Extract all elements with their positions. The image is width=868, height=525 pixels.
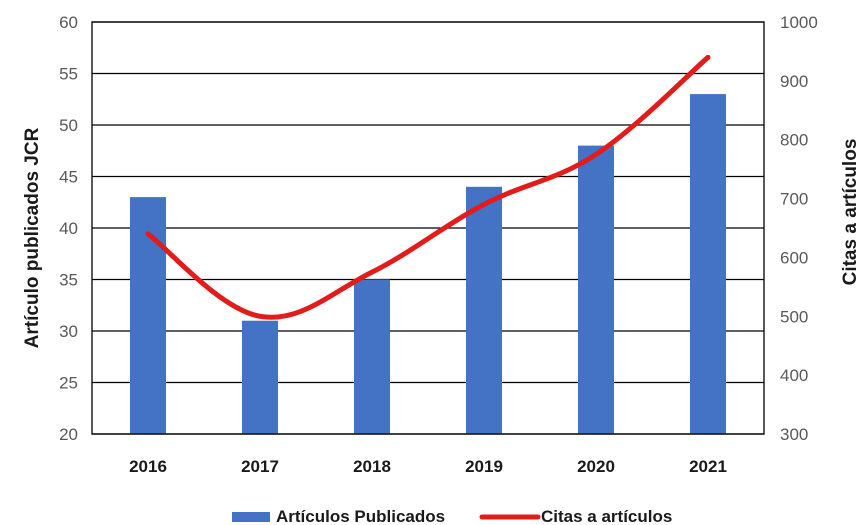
x-tick-label: 2016 bbox=[129, 457, 167, 476]
x-tick-label: 2020 bbox=[577, 457, 615, 476]
bar bbox=[578, 145, 614, 434]
y-tick-label: 20 bbox=[59, 425, 78, 444]
y-tick-label: 25 bbox=[59, 374, 78, 393]
bar bbox=[690, 94, 726, 434]
y2-tick-label: 800 bbox=[780, 131, 808, 150]
x-axis-labels: 2016 2017 2018 2019 2020 2021 bbox=[129, 457, 727, 476]
y2-tick-label: 1000 bbox=[780, 13, 818, 32]
y2-tick-label: 900 bbox=[780, 72, 808, 91]
legend-label-line: Citas a artículos bbox=[541, 507, 672, 525]
x-tick-label: 2021 bbox=[689, 457, 727, 476]
bar bbox=[354, 279, 390, 434]
y-tick-label: 30 bbox=[59, 322, 78, 341]
y2-tick-label: 500 bbox=[780, 307, 808, 326]
y-axis-left-title: Artículo publicados JCR bbox=[22, 127, 43, 348]
y-tick-label: 60 bbox=[59, 13, 78, 32]
y-tick-label: 40 bbox=[59, 219, 78, 238]
x-tick-label: 2018 bbox=[353, 457, 391, 476]
legend-swatch-bars bbox=[232, 512, 270, 522]
y-tick-label: 35 bbox=[59, 271, 78, 290]
y-axis-left-ticks: 20 25 30 35 40 45 50 55 60 bbox=[59, 13, 78, 444]
bar bbox=[242, 320, 278, 434]
y2-tick-label: 300 bbox=[780, 425, 808, 444]
plot-frame bbox=[91, 21, 765, 435]
y-tick-label: 50 bbox=[59, 116, 78, 135]
legend-label-bars: Artículos Publicados bbox=[276, 507, 445, 525]
y-axis-right-ticks: 300 400 500 600 700 800 900 1000 bbox=[780, 13, 818, 444]
y2-tick-label: 600 bbox=[780, 248, 808, 267]
y-axis-right-title: Citas a artículos bbox=[840, 139, 861, 286]
x-tick-label: 2019 bbox=[465, 457, 503, 476]
plot-border bbox=[91, 21, 765, 435]
y2-tick-label: 700 bbox=[780, 190, 808, 209]
x-tick-label: 2017 bbox=[241, 457, 279, 476]
y2-tick-label: 400 bbox=[780, 366, 808, 385]
gridlines bbox=[92, 21, 764, 435]
y-tick-label: 45 bbox=[59, 168, 78, 187]
bar bbox=[466, 186, 502, 434]
y-tick-label: 55 bbox=[59, 65, 78, 84]
legend: Artículos Publicados Citas a artículos bbox=[232, 507, 672, 525]
line-series bbox=[145, 54, 711, 320]
line-path bbox=[145, 54, 711, 320]
